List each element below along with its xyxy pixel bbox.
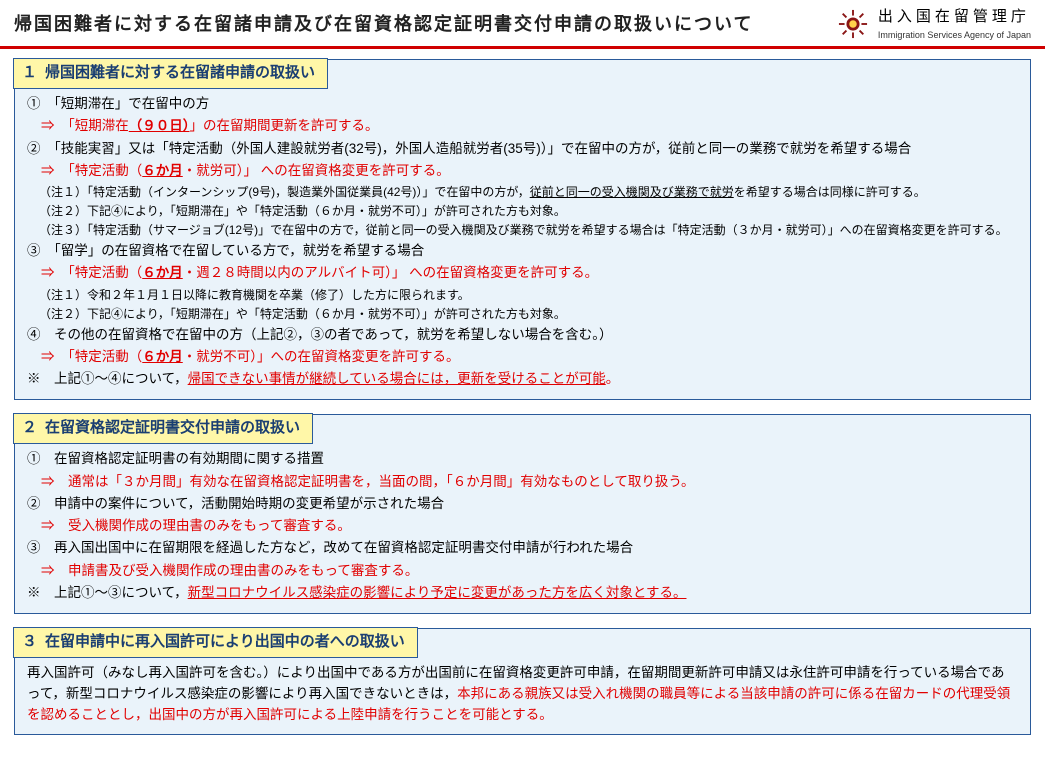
s1-item4-result: ⇒ 「特定活動（６か月・就労不可）」への在留資格変更を許可する。 — [27, 347, 1018, 367]
s1-item1: ① 「短期滞在」で在留中の方 — [27, 94, 1018, 114]
s3-paragraph: 再入国許可（みなし再入国許可を含む。）により出国中である方が出国前に在留資格変更… — [27, 663, 1018, 726]
section-1: １帰国困難者に対する在留諸申請の取扱い ① 「短期滞在」で在留中の方 ⇒ 「短期… — [14, 59, 1031, 400]
s1-item2: ② 「技能実習」又は「特定活動（外国人建設就労者(32号)，外国人造船就労者(3… — [27, 139, 1018, 159]
s2-item3: ③ 再入国出国中に在留期限を経過した方など，改めて在留資格認定証明書交付申請が行… — [27, 538, 1018, 558]
s1-item1-result: ⇒ 「短期滞在（９０日）」の在留期間更新を許可する。 — [27, 116, 1018, 136]
page-title: 帰国困難者に対する在留諸申請及び在留資格認定証明書交付申請の取扱いについて — [14, 11, 838, 38]
s2-item2: ② 申請中の案件について，活動開始時期の変更希望が示された場合 — [27, 494, 1018, 514]
s1-note2-2: （注２）下記④により，「短期滞在」や「特定活動（６か月・就労不可）」が許可された… — [39, 202, 1018, 220]
s1-item3-result: ⇒ 「特定活動（６か月・週２８時間以内のアルバイト可）」 への在留資格変更を許可… — [27, 263, 1018, 283]
section-1-heading: １帰国困難者に対する在留諸申請の取扱い — [13, 58, 328, 89]
page-content: １帰国困難者に対する在留諸申請の取扱い ① 「短期滞在」で在留中の方 ⇒ 「短期… — [0, 49, 1045, 763]
s1-item4: ④ その他の在留資格で在留中の方（上記②，③の者であって，就労を希望しない場合を… — [27, 325, 1018, 345]
section-2-heading: ２在留資格認定証明書交付申請の取扱い — [13, 413, 313, 444]
s2-item3-result: ⇒ 申請書及び受入機関作成の理由書のみをもって審査する。 — [27, 561, 1018, 581]
s1-note2-1: （注１）「特定活動（インターンシップ(9号)，製造業外国従業員(42号)）」で在… — [39, 183, 1018, 201]
s1-note3-1: （注１）令和２年１月１日以降に教育機関を卒業（修了）した方に限られます。 — [39, 286, 1018, 304]
s1-footnote: ※ 上記①～④について，帰国できない事情が継続している場合には，更新を受けること… — [27, 369, 1018, 389]
s2-item1-result: ⇒ 通常は「３か月間」有効な在留資格認定証明書を，当面の間，「６か月間」有効なも… — [27, 472, 1018, 492]
s1-note2-3: （注３）「特定活動（サマージョブ(12号)」で在留中の方で，従前と同一の受入機関… — [39, 221, 1018, 239]
s1-item2-result: ⇒ 「特定活動（６か月・就労可）」 への在留資格変更を許可する。 — [27, 161, 1018, 181]
s2-item1: ① 在留資格認定証明書の有効期間に関する措置 — [27, 449, 1018, 469]
page-header: 帰国困難者に対する在留諸申請及び在留資格認定証明書交付申請の取扱いについて 出入… — [0, 0, 1045, 49]
s2-item2-result: ⇒ 受入機関作成の理由書のみをもって審査する。 — [27, 516, 1018, 536]
section-3: ３在留申請中に再入国許可により出国中の者への取扱い 再入国許可（みなし再入国許可… — [14, 628, 1031, 735]
agency-logo-icon — [838, 9, 868, 39]
s2-footnote: ※ 上記①～③について，新型コロナウイルス感染症の影響により予定に変更があった方… — [27, 583, 1018, 603]
section-2: ２在留資格認定証明書交付申請の取扱い ① 在留資格認定証明書の有効期間に関する措… — [14, 414, 1031, 614]
s1-note3-2: （注２）下記④により，「短期滞在」や「特定活動（６か月・就労不可）」が許可された… — [39, 305, 1018, 323]
s1-item3: ③ 「留学」の在留資格で在留している方で，就労を希望する場合 — [27, 241, 1018, 261]
agency-block: 出入国在留管理庁 Immigration Services Agency of … — [838, 6, 1031, 42]
agency-name-en: Immigration Services Agency of Japan — [878, 29, 1031, 43]
section-3-heading: ３在留申請中に再入国許可により出国中の者への取扱い — [13, 627, 418, 658]
agency-name-jp: 出入国在留管理庁 — [878, 6, 1031, 29]
